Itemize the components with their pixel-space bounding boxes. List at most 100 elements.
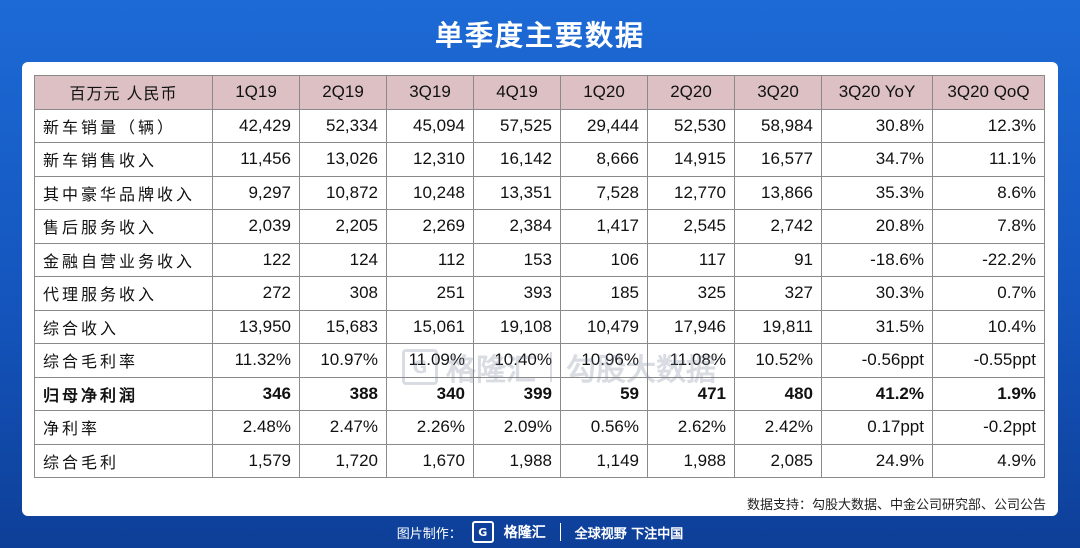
row-label: 售后服务收入: [34, 209, 213, 244]
table-cell: 45,094: [386, 108, 474, 143]
table-cell: 42,429: [212, 108, 300, 143]
table-cell: 19,108: [473, 309, 561, 344]
table-cell: 480: [734, 376, 822, 411]
table-cell: 17,946: [647, 309, 735, 344]
table-cell: 325: [647, 276, 735, 311]
table-cell: 58,984: [734, 108, 822, 143]
table-cell: 2.47%: [299, 410, 387, 445]
table-row: 其中豪华品牌收入 9,297 10,872 10,248 13,351 7,528 12,7…: [34, 175, 1045, 210]
table-row: 新车销量（辆） 42,429 52,334 45,094 57,525 29,444 52,…: [34, 108, 1045, 143]
table-cell: 9,297: [212, 175, 300, 210]
table-cell: 0.7%: [932, 276, 1045, 311]
table-cell: 10,248: [386, 175, 474, 210]
table-cell: 13,950: [212, 309, 300, 344]
table-cell: 52,530: [647, 108, 735, 143]
quarterly-data-table: 百万元 人民币 1Q19 2Q19 3Q19 4Q19 1Q20 2Q20 3Q20 3Q20 …: [34, 75, 1045, 478]
table-cell: 91: [734, 242, 822, 277]
table-cell: 10,872: [299, 175, 387, 210]
table-cell: 393: [473, 276, 561, 311]
table-cell: 124: [299, 242, 387, 277]
table-cell: 10.52%: [734, 343, 822, 378]
table-cell: 24.9%: [821, 443, 933, 478]
table-cell: 7.8%: [932, 209, 1045, 244]
table-cell: 2,205: [299, 209, 387, 244]
table-row: 综合毛利 1,579 1,720 1,670 1,988 1,149 1,988 2,085 2…: [34, 443, 1045, 478]
source-note: 数据支持：勾股大数据、中金公司研究部、公司公告: [746, 498, 1046, 513]
table-cell: 41.2%: [821, 376, 933, 411]
row-label: 综合收入: [34, 309, 213, 344]
column-header: 4Q19: [473, 75, 561, 110]
table-cell: 185: [560, 276, 648, 311]
table-cell: 251: [386, 276, 474, 311]
table-row: 售后服务收入 2,039 2,205 2,269 2,384 1,417 2,545 2,74…: [34, 209, 1045, 244]
table-cell: 327: [734, 276, 822, 311]
table-corner-header: 百万元 人民币: [34, 75, 213, 110]
footer-slogan: 全球视野 下注中国: [574, 526, 684, 542]
table-cell: 16,142: [473, 142, 561, 177]
table-cell: 12.3%: [932, 108, 1045, 143]
table-row: 综合毛利率 11.32% 10.97% 11.09% 10.40% 10.96% 11.08…: [34, 343, 1045, 378]
table-cell: 308: [299, 276, 387, 311]
table-cell: 59: [560, 376, 648, 411]
table-cell: 1,417: [560, 209, 648, 244]
table-cell: 10.4%: [932, 309, 1045, 344]
table-cell: 2.09%: [473, 410, 561, 445]
row-label: 归母净利润: [34, 376, 213, 411]
table-cell: -0.2ppt: [932, 410, 1045, 445]
footer-brand: 格隆汇: [503, 525, 546, 541]
table-cell: -18.6%: [821, 242, 933, 277]
footer: 图片制作： G 格隆汇 全球视野 下注中国: [0, 516, 1080, 548]
table-cell: 2,384: [473, 209, 561, 244]
table-cell: 12,770: [647, 175, 735, 210]
table-cell: 112: [386, 242, 474, 277]
table-body: 新车销量（辆） 42,429 52,334 45,094 57,525 29,444 52,…: [34, 108, 1045, 478]
table-cell: 106: [560, 242, 648, 277]
row-label: 代理服务收入: [34, 276, 213, 311]
table-cell: 2.26%: [386, 410, 474, 445]
table-cell: 30.3%: [821, 276, 933, 311]
data-card: 百万元 人民币 1Q19 2Q19 3Q19 4Q19 1Q20 2Q20 3Q20 3Q20 …: [22, 62, 1058, 516]
table-cell: 0.56%: [560, 410, 648, 445]
table-cell: 153: [473, 242, 561, 277]
table-cell: -0.56ppt: [821, 343, 933, 378]
table-cell: 20.8%: [821, 209, 933, 244]
column-header: 3Q19: [386, 75, 474, 110]
footer-divider: [559, 523, 561, 541]
column-header: 2Q20: [647, 75, 735, 110]
table-cell: 8.6%: [932, 175, 1045, 210]
made-by-label: 图片制作：: [396, 526, 462, 542]
row-label: 金融自营业务收入: [34, 242, 213, 277]
table-cell: 11.1%: [932, 142, 1045, 177]
table-cell: 0.17ppt: [821, 410, 933, 445]
table-cell: 1,988: [647, 443, 735, 478]
column-header: 1Q19: [212, 75, 300, 110]
table-cell: 31.5%: [821, 309, 933, 344]
table-row: 归母净利润 346 388 340 399 59 471 480 41.2% 1.9%: [34, 376, 1045, 411]
table-cell: 340: [386, 376, 474, 411]
table-cell: 471: [647, 376, 735, 411]
table-cell: 10.96%: [560, 343, 648, 378]
table-cell: 2.42%: [734, 410, 822, 445]
table-cell: 11.08%: [647, 343, 735, 378]
row-label: 净利率: [34, 410, 213, 445]
table-cell: 2,545: [647, 209, 735, 244]
table-header-row: 百万元 人民币 1Q19 2Q19 3Q19 4Q19 1Q20 2Q20 3Q20 3Q20 …: [34, 75, 1045, 110]
brand-logo-icon: G: [471, 521, 494, 543]
table-cell: 4.9%: [932, 443, 1045, 478]
table-cell: 2,742: [734, 209, 822, 244]
table-cell: 11.32%: [212, 343, 300, 378]
table-cell: 117: [647, 242, 735, 277]
table-cell: 2,039: [212, 209, 300, 244]
table-cell: 1,720: [299, 443, 387, 478]
row-label: 新车销量（辆）: [34, 108, 213, 143]
table-cell: 1,149: [560, 443, 648, 478]
table-cell: 399: [473, 376, 561, 411]
table-cell: -0.55ppt: [932, 343, 1045, 378]
table-row: 新车销售收入 11,456 13,026 12,310 16,142 8,666 14,91…: [34, 142, 1045, 177]
row-label: 综合毛利率: [34, 343, 213, 378]
table-cell: 57,525: [473, 108, 561, 143]
table-cell: 16,577: [734, 142, 822, 177]
table-cell: 10.40%: [473, 343, 561, 378]
table-cell: 13,026: [299, 142, 387, 177]
row-label: 其中豪华品牌收入: [34, 175, 213, 210]
